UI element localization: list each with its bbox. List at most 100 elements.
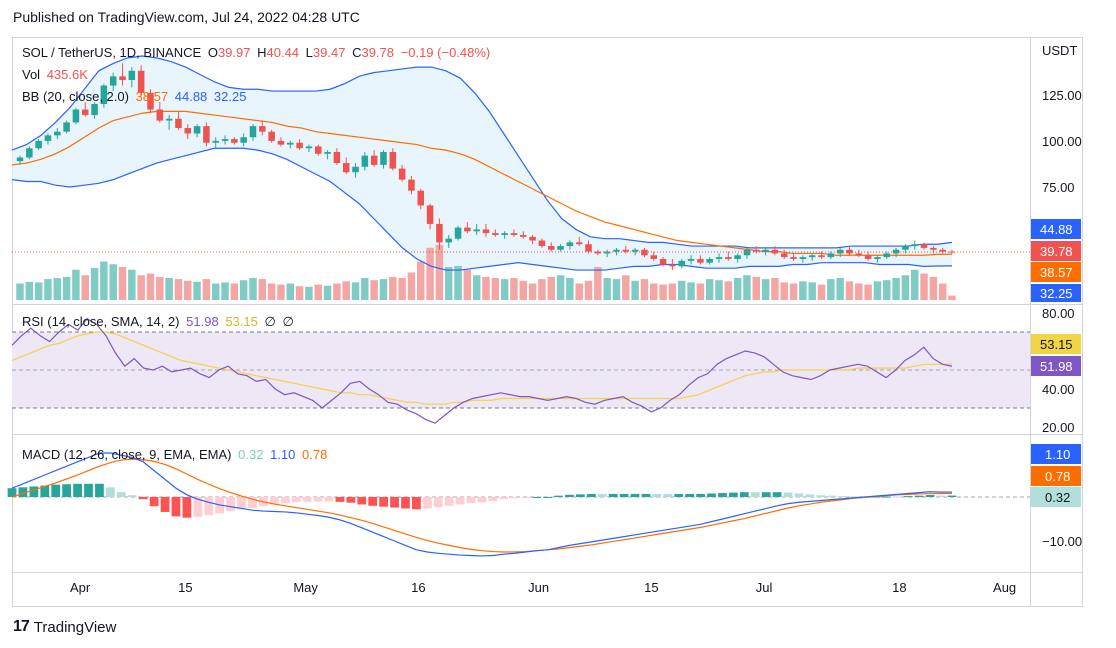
- candle-body: [725, 257, 732, 259]
- candle-body: [697, 258, 704, 263]
- candle-body: [203, 126, 210, 143]
- candle-body: [100, 85, 108, 104]
- volume-bar: [389, 276, 397, 300]
- volume-bar: [724, 281, 733, 300]
- bollinger-lines: [11, 55, 953, 271]
- macd-histogram-bar: [729, 492, 738, 497]
- volume-bar: [892, 278, 900, 300]
- macd-histogram-bar: [630, 493, 640, 497]
- volume-bar: [128, 269, 136, 300]
- volume-bar: [715, 280, 723, 300]
- macd-signal-value: 0.78: [302, 447, 328, 462]
- candle-body: [193, 126, 201, 134]
- macd-histogram-bar: [138, 497, 148, 500]
- macd-histogram-bar: [608, 493, 618, 497]
- candle-body: [352, 166, 359, 173]
- macd-histogram-bar: [313, 497, 323, 502]
- macd-histogram-bar: [619, 493, 629, 497]
- svg-text:32.25: 32.25: [1040, 286, 1073, 301]
- macd-histogram-bar: [816, 495, 826, 497]
- bb-basis-value: 38.57: [135, 89, 169, 104]
- macd-histogram-bar: [652, 493, 662, 497]
- macd-histogram-bar: [73, 483, 82, 497]
- candle-body: [175, 118, 182, 128]
- time-axis-label: Jun: [528, 580, 549, 595]
- candle-body: [715, 257, 723, 259]
- rsi-tick-label: 80.00: [1042, 306, 1075, 321]
- candle-body: [613, 249, 620, 252]
- macd-histogram-bar: [849, 496, 858, 498]
- symbol-label[interactable]: SOL / TetherUS, 1D, BINANCE: [22, 45, 202, 60]
- macd-histogram-bar: [237, 497, 246, 510]
- tradingview-brand[interactable]: 17 TradingView: [13, 618, 116, 636]
- volume-bar: [668, 283, 677, 300]
- volume-bar: [174, 279, 183, 300]
- rsi-ma-value: 53.15: [225, 314, 258, 329]
- candle-body: [706, 258, 713, 263]
- macd-histogram-bar: [827, 495, 837, 497]
- badge-rsi-ma: 53.15: [1031, 334, 1081, 354]
- volume-label[interactable]: Vol: [22, 67, 41, 82]
- macd-histogram-bar: [193, 497, 203, 517]
- macd-histogram-bar: [62, 484, 72, 497]
- rsi-ma-line: [11, 331, 953, 405]
- badge-last-price: 39.78: [1031, 241, 1081, 261]
- bb-label[interactable]: BB (20, close, 2.0): [22, 89, 129, 104]
- macd-histogram-bar: [280, 497, 290, 504]
- candle-body: [35, 140, 42, 149]
- candle-body: [417, 190, 425, 206]
- time-axis-label: 18: [892, 580, 906, 595]
- volume-bar: [16, 283, 24, 300]
- macd-histogram-bar: [40, 485, 50, 497]
- macd-histogram-bar: [455, 497, 465, 505]
- volume-bar: [72, 269, 80, 300]
- candle-body: [790, 257, 797, 259]
- candle-body: [165, 118, 173, 121]
- candle-body: [650, 255, 658, 259]
- macd-histogram-bar: [226, 497, 235, 512]
- time-axis-label: May: [293, 580, 318, 595]
- candle-body: [314, 146, 322, 154]
- candle-body: [287, 142, 294, 145]
- time-axis-label: Aug: [993, 580, 1016, 595]
- volume-bar: [640, 279, 649, 300]
- candle-body: [231, 139, 238, 143]
- volume-bar: [827, 279, 835, 300]
- candle-body: [473, 229, 480, 232]
- macd-histogram-bar: [182, 497, 192, 518]
- candle-body: [147, 92, 154, 110]
- volume-bar: [202, 279, 211, 300]
- rsi-label[interactable]: RSI (14, close, SMA, 14, 2): [22, 314, 180, 329]
- volume-bar: [351, 282, 360, 300]
- rsi-line: [11, 317, 953, 424]
- volume-bar: [239, 280, 248, 300]
- macd-histogram-bar: [269, 497, 279, 505]
- candle-body: [603, 251, 611, 254]
- macd-histogram-bar: [433, 497, 443, 508]
- macd-histogram-bar: [477, 497, 487, 503]
- candle-body: [883, 253, 891, 258]
- candle-body: [538, 240, 546, 247]
- volume-bar: [929, 276, 938, 300]
- volume-bar: [528, 283, 537, 300]
- volume-bar: [361, 278, 369, 300]
- volume-bar: [547, 276, 555, 300]
- volume-bar: [100, 261, 108, 300]
- candle-body: [389, 151, 397, 169]
- macd-legend: MACD (12, 26, close, 9, EMA, EMA) 0.32 1…: [22, 447, 330, 462]
- volume-bar: [230, 283, 239, 300]
- candle-body: [454, 227, 462, 239]
- macd-histogram-bar: [357, 497, 367, 505]
- macd-histogram-bar: [95, 483, 104, 497]
- macd-label[interactable]: MACD (12, 26, close, 9, EMA, EMA): [22, 447, 232, 462]
- macd-histogram-bar: [18, 487, 28, 497]
- macd-histogram-bar: [947, 495, 957, 497]
- rsi-axis-ticks: 80.00 40.00 20.00: [1042, 306, 1075, 435]
- tradingview-logo-icon: 17: [13, 618, 30, 635]
- macd-histogram-bar: [499, 497, 509, 500]
- candle-body: [920, 244, 928, 248]
- candle-body: [659, 258, 667, 265]
- volume-bar: [165, 278, 173, 300]
- candle-body: [687, 258, 695, 261]
